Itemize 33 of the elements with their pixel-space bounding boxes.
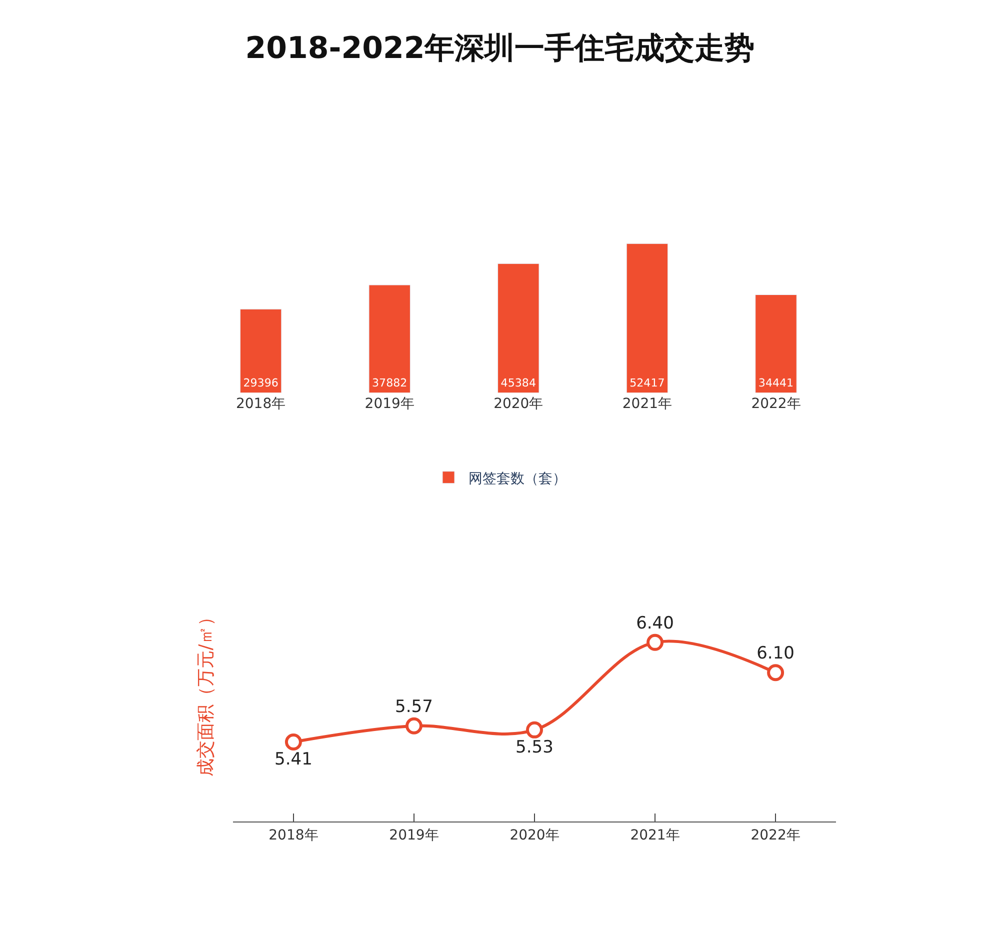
bar bbox=[240, 308, 282, 393]
x-tick-label: 2021年 bbox=[622, 396, 672, 412]
data-label: 6.10 bbox=[756, 644, 794, 664]
x-tick-label: 2019年 bbox=[364, 396, 414, 412]
bar bbox=[626, 243, 668, 393]
x-tick-label: 2022年 bbox=[751, 396, 801, 412]
bar bbox=[755, 294, 797, 393]
data-label: 45384 bbox=[500, 376, 536, 390]
x-tick-label: 2018年 bbox=[268, 827, 318, 844]
chart-title: 2018-2022年深圳一手住宅成交走势 bbox=[245, 31, 755, 66]
x-tick-label: 2019年 bbox=[389, 827, 439, 844]
data-label: 5.57 bbox=[395, 696, 433, 717]
bar bbox=[498, 263, 540, 393]
x-tick-label: 2020年 bbox=[510, 827, 560, 844]
y-axis-title: 成交面积（万元/㎡） bbox=[195, 608, 216, 776]
bar bbox=[368, 284, 410, 393]
x-tick-label: 2021年 bbox=[630, 827, 680, 844]
data-label: 52417 bbox=[630, 376, 665, 390]
point bbox=[284, 734, 302, 750]
point bbox=[526, 721, 543, 738]
x-tick-label: 2022年 bbox=[750, 827, 800, 844]
data-label: 6.40 bbox=[636, 613, 674, 634]
data-label: 5.41 bbox=[274, 750, 312, 770]
point bbox=[767, 664, 784, 682]
point bbox=[405, 717, 422, 734]
data-label: 34441 bbox=[758, 376, 794, 390]
data-label: 29396 bbox=[243, 376, 278, 390]
x-tick-label: 2020年 bbox=[494, 396, 544, 412]
legend-label: 网签套数（套） bbox=[468, 470, 566, 487]
data-label: 37882 bbox=[372, 376, 408, 390]
point bbox=[646, 634, 664, 651]
x-tick-label: 2018年 bbox=[236, 396, 286, 412]
data-label: 5.53 bbox=[516, 737, 554, 758]
